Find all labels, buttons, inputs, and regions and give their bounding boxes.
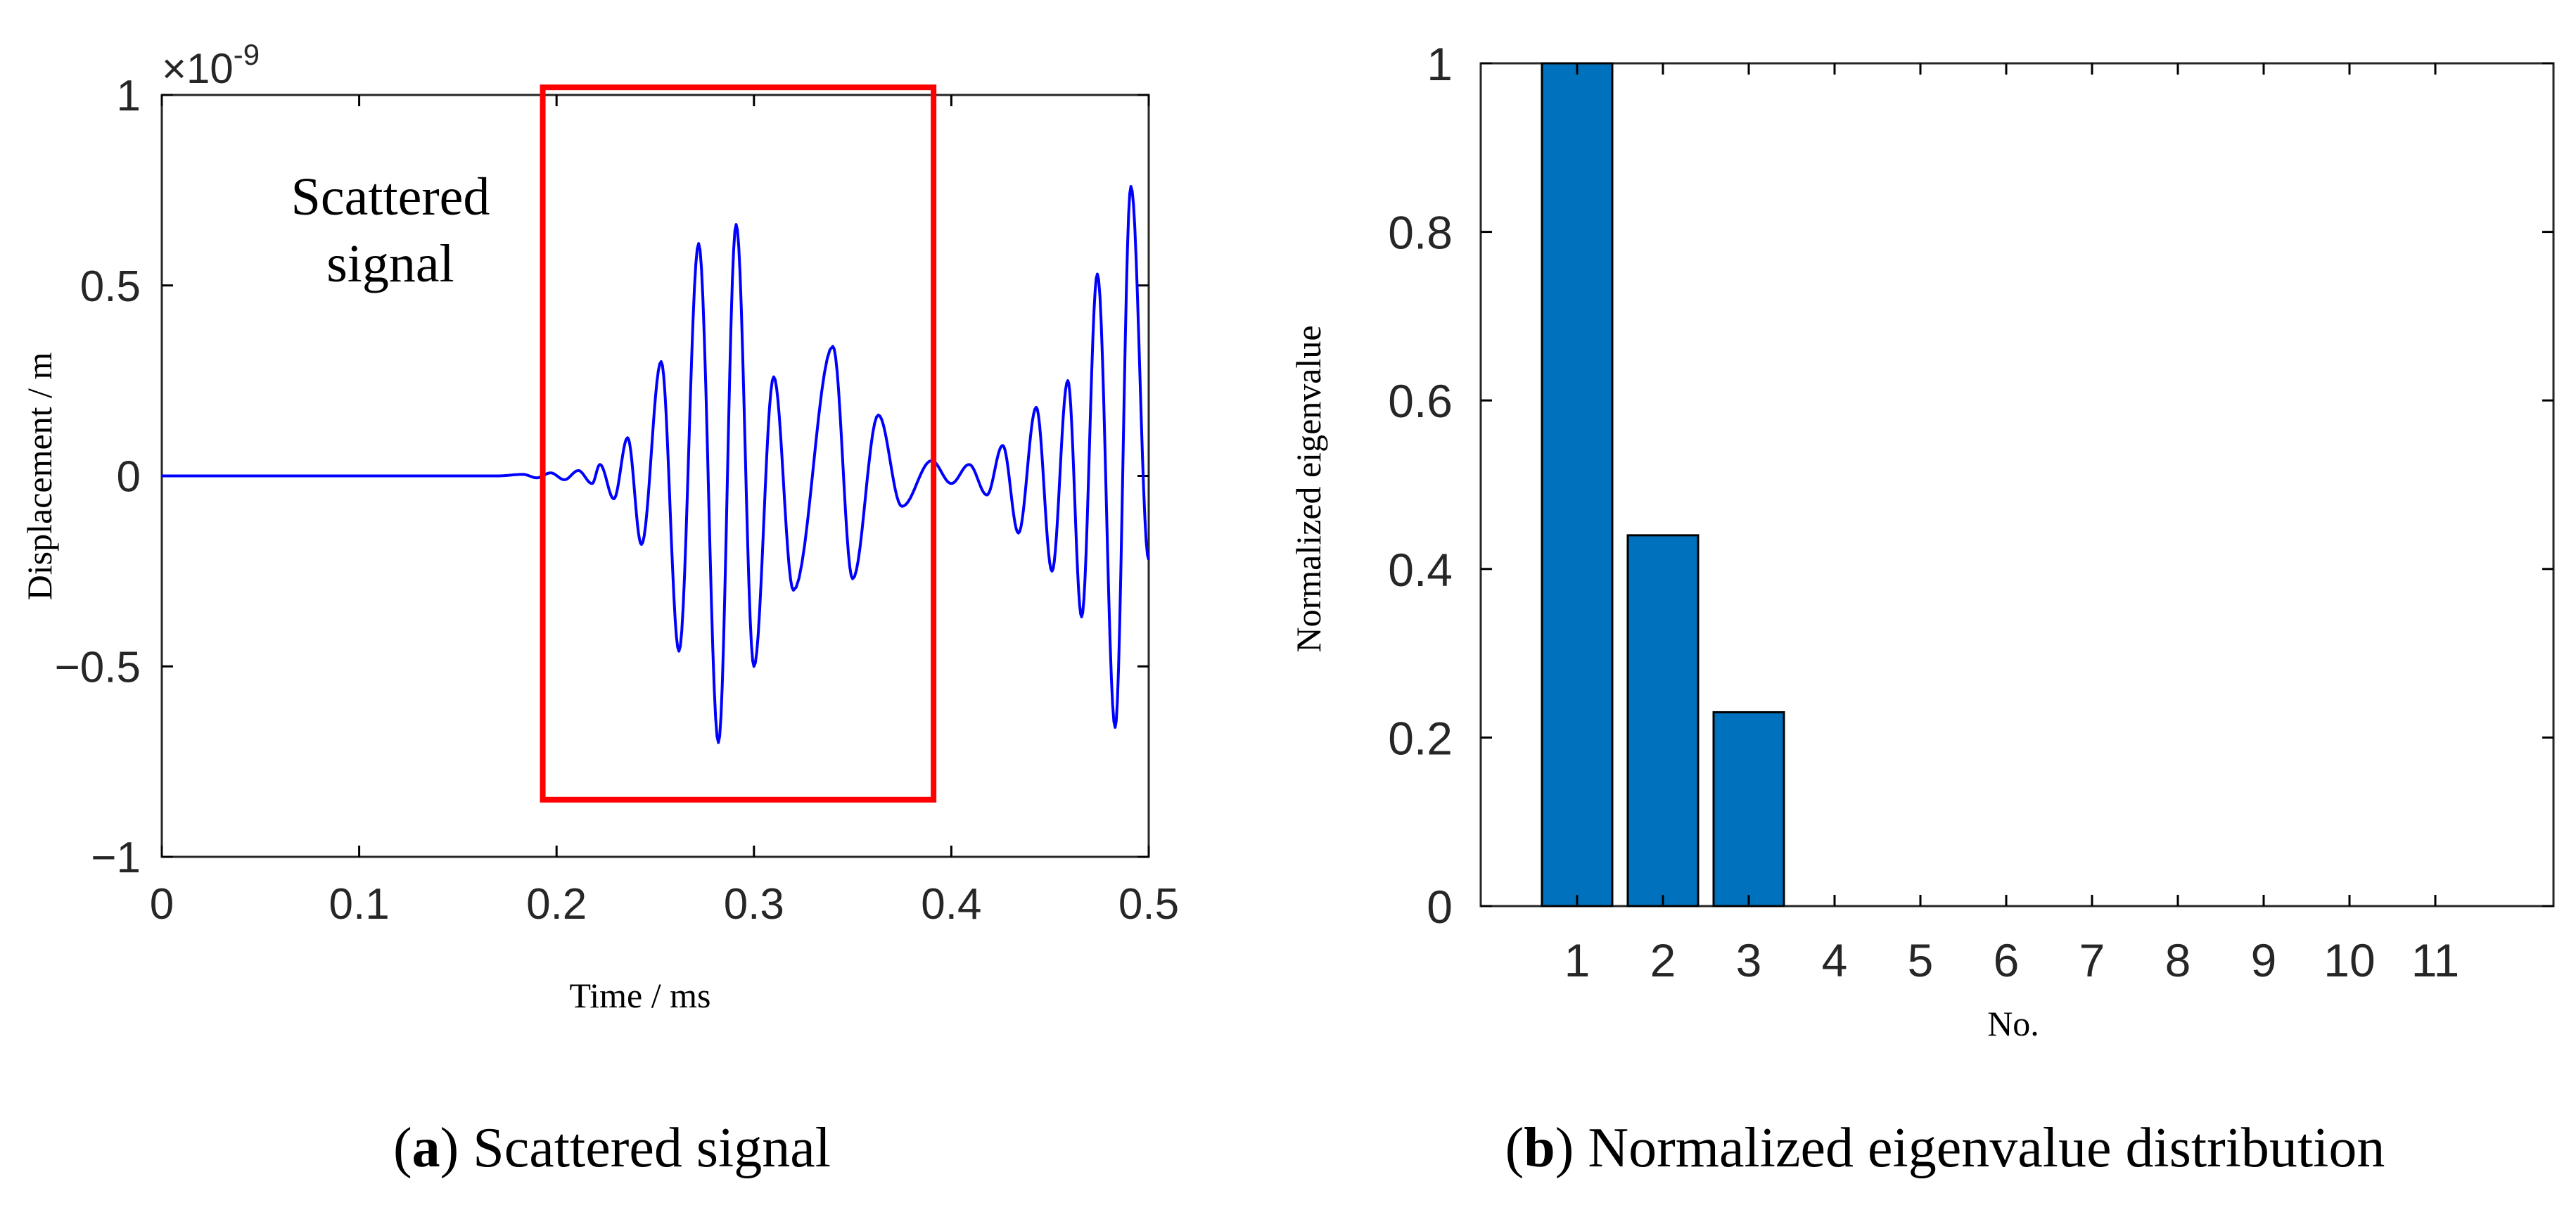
panel-b-x-tick-label: 11 bbox=[2411, 934, 2460, 986]
caption-b: (b) Normalized eigenvalue distribution bbox=[1505, 1117, 2385, 1179]
scattered-signal-annotation-line2: signal bbox=[326, 234, 454, 293]
panel-b-y-ticks: 0 0.2 0.4 0.6 0.8 1 bbox=[1388, 38, 2553, 933]
panel-a-y-tick-label: −0.5 bbox=[55, 643, 141, 692]
panel-b-x-tick-label: 4 bbox=[1822, 934, 1848, 986]
panel-b-x-tick-label: 10 bbox=[2323, 934, 2375, 986]
panel-a-x-tick-label: 0.3 bbox=[724, 880, 784, 929]
panel-a-x-tick-label: 0.5 bbox=[1118, 880, 1179, 929]
panel-b-x-tick-label: 2 bbox=[1650, 934, 1676, 986]
panel-b-y-axis-title: Normalized eigenvalue bbox=[1289, 325, 1328, 652]
panel-b-x-tick-label: 1 bbox=[1564, 934, 1590, 986]
bar-1 bbox=[1541, 62, 1614, 908]
panel-b-x-ticks: 1 2 3 4 5 6 7 8 9 10 11 bbox=[1564, 63, 2460, 986]
panel-b-x-tick-label: 8 bbox=[2165, 934, 2191, 986]
caption-a: (a) Scattered signal bbox=[393, 1117, 831, 1179]
panel-b-y-tick-label: 0 bbox=[1427, 881, 1453, 933]
panel-b-y-tick-label: 0.8 bbox=[1388, 207, 1453, 259]
panel-a-x-tick-label: 0.1 bbox=[329, 880, 389, 929]
panel-a-y-axis-title: Displacement / m bbox=[20, 352, 59, 601]
panel-a-y-exponent: ×10-9 bbox=[162, 38, 260, 92]
panel-a-x-axis-title: Time / ms bbox=[569, 976, 710, 1015]
panel-a-y-ticks: 1 0.5 0 −0.5 −1 bbox=[55, 72, 1149, 882]
panel-b-y-tick-label: 0.6 bbox=[1388, 375, 1453, 427]
panel-b-x-tick-label: 7 bbox=[2079, 934, 2105, 986]
panel-a-x-tick-label: 0.2 bbox=[526, 880, 587, 929]
panel-b-x-tick-label: 3 bbox=[1736, 934, 1762, 986]
panel-b-y-tick-label: 0.2 bbox=[1388, 712, 1453, 764]
bar-2 bbox=[1626, 534, 1700, 908]
panel-a-y-tick-label: 0 bbox=[117, 453, 141, 502]
panel-a-y-tick-label: 0.5 bbox=[80, 262, 141, 311]
bar-3 bbox=[1712, 711, 1785, 908]
panel-b-bar-chart: 0 0.2 0.4 0.6 0.8 1 1 2 3 4 5 6 7 8 9 10 11 No. Normali… bbox=[1289, 38, 2555, 1043]
panel-b-x-tick-label: 6 bbox=[1994, 934, 2020, 986]
panel-b-x-axis-title: No. bbox=[1987, 1004, 2039, 1043]
panel-b-x-tick-label: 5 bbox=[1908, 934, 1934, 986]
panel-b-x-tick-label: 9 bbox=[2251, 934, 2277, 986]
panel-a-x-ticks: 0 0.1 0.2 0.3 0.4 0.5 bbox=[150, 95, 1179, 929]
panel-a-line-chart: 1 0.5 0 −0.5 −1 0 0.1 0.2 0.3 0.4 0.5 ×10-9 Scatt… bbox=[20, 38, 1179, 1015]
displacement-signal-line bbox=[162, 185, 1150, 744]
panel-a-y-tick-label: 1 bbox=[117, 72, 141, 120]
scattered-signal-highlight-box bbox=[540, 84, 937, 803]
panel-b-y-tick-label: 0.4 bbox=[1388, 544, 1453, 596]
panel-a-x-tick-label: 0.4 bbox=[921, 880, 981, 929]
panel-a-x-tick-label: 0 bbox=[150, 880, 174, 929]
panel-b-y-tick-label: 1 bbox=[1427, 38, 1453, 90]
scattered-signal-annotation-line1: Scattered bbox=[291, 167, 490, 227]
panel-a-y-tick-label: −1 bbox=[91, 834, 141, 882]
